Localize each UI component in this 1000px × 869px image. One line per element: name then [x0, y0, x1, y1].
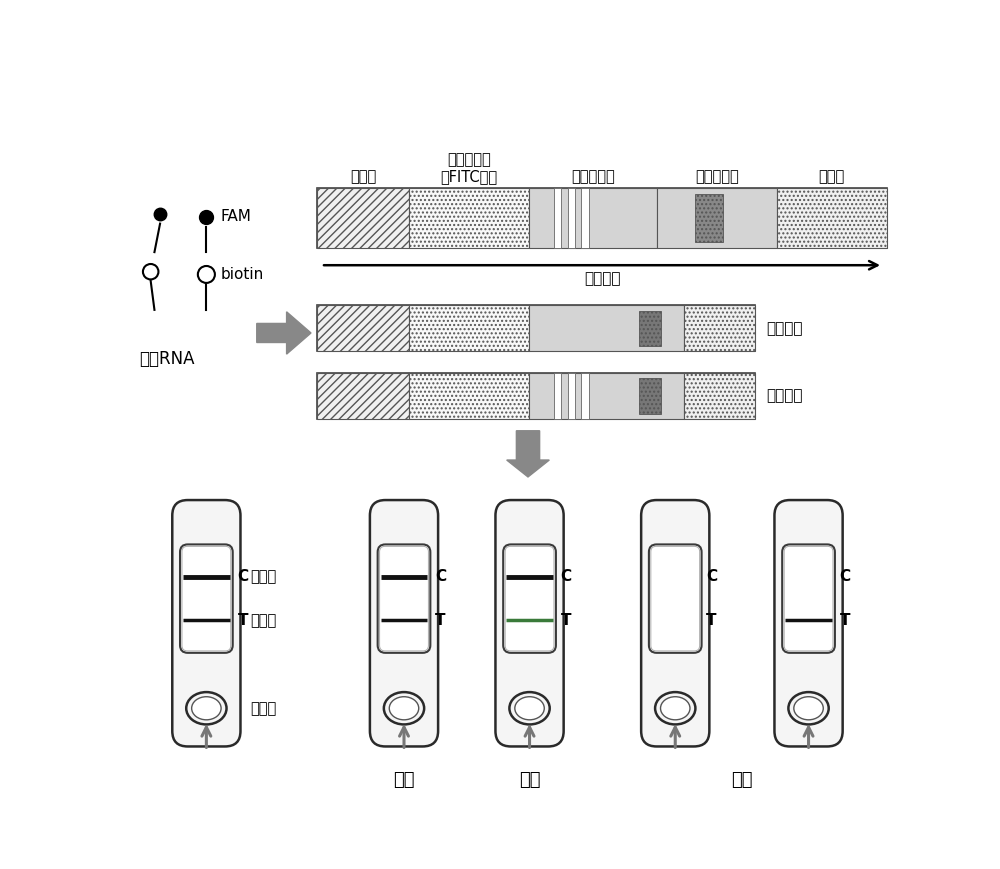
Text: 阳性实验: 阳性实验: [767, 321, 803, 335]
Text: C: C: [840, 569, 851, 585]
Text: 抗体捕获线: 抗体捕获线: [695, 169, 739, 184]
Bar: [317, 189, 887, 249]
FancyBboxPatch shape: [378, 544, 430, 653]
Bar: [409, 373, 529, 419]
FancyBboxPatch shape: [505, 547, 554, 651]
Bar: [409, 189, 529, 249]
Text: T: T: [237, 613, 248, 627]
Bar: [695, 195, 723, 242]
Text: C: C: [435, 569, 446, 585]
Ellipse shape: [655, 692, 695, 725]
Bar: [639, 378, 661, 414]
Ellipse shape: [794, 697, 823, 720]
FancyBboxPatch shape: [782, 544, 835, 653]
Text: 纳米金标免
抗FITC抗体: 纳米金标免 抗FITC抗体: [440, 152, 497, 184]
FancyBboxPatch shape: [380, 547, 428, 651]
Bar: [317, 305, 755, 351]
Text: biotin: biotin: [220, 267, 264, 282]
FancyBboxPatch shape: [641, 500, 709, 746]
Bar: [568, 373, 575, 419]
FancyBboxPatch shape: [180, 544, 233, 653]
Ellipse shape: [143, 264, 158, 280]
Bar: [581, 189, 589, 249]
Ellipse shape: [198, 266, 215, 283]
FancyBboxPatch shape: [495, 500, 564, 746]
Ellipse shape: [515, 697, 544, 720]
Ellipse shape: [186, 692, 227, 725]
Bar: [639, 310, 661, 346]
Text: 阴性: 阴性: [393, 771, 415, 789]
Bar: [317, 373, 409, 419]
FancyBboxPatch shape: [651, 547, 700, 651]
Bar: [529, 373, 684, 419]
Bar: [657, 189, 777, 249]
FancyBboxPatch shape: [784, 547, 833, 651]
Text: T: T: [706, 613, 717, 627]
Bar: [554, 189, 561, 249]
Ellipse shape: [384, 692, 424, 725]
FancyBboxPatch shape: [774, 500, 843, 746]
FancyBboxPatch shape: [370, 500, 438, 746]
Bar: [529, 305, 684, 351]
FancyBboxPatch shape: [503, 544, 556, 653]
Text: 质控线: 质控线: [250, 569, 276, 585]
Ellipse shape: [788, 692, 829, 725]
Text: T: T: [840, 613, 850, 627]
Text: FAM: FAM: [220, 209, 251, 224]
Bar: [568, 189, 575, 249]
FancyBboxPatch shape: [649, 544, 702, 653]
Ellipse shape: [192, 697, 221, 720]
Text: 样品板: 样品板: [350, 169, 376, 184]
Text: 吸收板: 吸收板: [819, 169, 845, 184]
Polygon shape: [507, 431, 549, 477]
Text: T: T: [435, 613, 446, 627]
Ellipse shape: [661, 697, 690, 720]
Bar: [409, 305, 529, 351]
Text: 阳性: 阳性: [519, 771, 540, 789]
Text: 检测线: 检测线: [250, 613, 276, 627]
Text: 流动方向: 流动方向: [584, 271, 620, 287]
Text: 链亲和素线: 链亲和素线: [571, 169, 615, 184]
Bar: [554, 373, 561, 419]
Bar: [581, 373, 589, 419]
Ellipse shape: [389, 697, 419, 720]
Polygon shape: [257, 312, 311, 355]
Text: 样品孔: 样品孔: [250, 700, 276, 716]
Ellipse shape: [509, 692, 550, 725]
Text: C: C: [237, 569, 248, 585]
Text: C: C: [706, 569, 717, 585]
Bar: [317, 189, 409, 249]
Bar: [317, 373, 755, 419]
Text: 阴性试验: 阴性试验: [767, 388, 803, 403]
Bar: [529, 189, 657, 249]
FancyBboxPatch shape: [182, 547, 231, 651]
Text: 无效: 无效: [731, 771, 753, 789]
Bar: [317, 305, 409, 351]
Bar: [777, 189, 887, 249]
Bar: [684, 373, 755, 419]
Text: C: C: [561, 569, 572, 585]
FancyBboxPatch shape: [172, 500, 240, 746]
Text: 报告RNA: 报告RNA: [139, 350, 194, 368]
Text: T: T: [561, 613, 571, 627]
Bar: [684, 305, 755, 351]
